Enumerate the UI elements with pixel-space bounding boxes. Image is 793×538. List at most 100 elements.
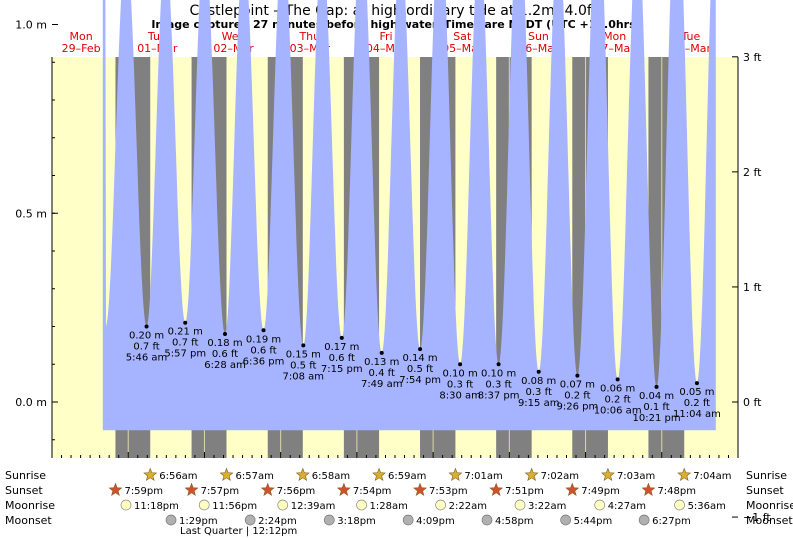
moonrise-icon bbox=[120, 499, 132, 511]
low-tide-label: 0.15 m bbox=[286, 349, 321, 360]
sunset-icon bbox=[336, 482, 351, 496]
sunrise-icon bbox=[372, 467, 386, 481]
low-tide-label: 7:49 am bbox=[361, 379, 403, 390]
low-tide-label: 8:30 am bbox=[439, 390, 481, 401]
moonset-time: 5:44pm bbox=[574, 516, 613, 527]
low-tide-point bbox=[261, 328, 266, 333]
moonrise-time: 11:56pm bbox=[212, 501, 257, 512]
low-tide-label: 0.3 ft bbox=[526, 387, 552, 398]
low-tide-point bbox=[694, 381, 699, 386]
left-tick-label: 0.0 m bbox=[15, 396, 47, 409]
low-tide-label: 7:15 pm bbox=[321, 364, 363, 375]
moonrise-icon bbox=[277, 499, 289, 511]
sunrise-time: 7:01am bbox=[464, 471, 502, 482]
moonset-icon bbox=[244, 514, 256, 526]
sunrise-time: 7:02am bbox=[541, 471, 579, 482]
moonset-time: 4:09pm bbox=[416, 516, 455, 527]
sunrise-time: 7:04am bbox=[693, 471, 731, 482]
sunset-icon bbox=[260, 482, 275, 496]
moonrise-icon bbox=[514, 499, 526, 511]
day-weekday-label: Fri bbox=[379, 30, 392, 43]
left-tick-label: 1.0 m bbox=[15, 19, 47, 32]
moonrise-icon bbox=[674, 499, 685, 511]
low-tide-label: 0.3 ft bbox=[447, 379, 473, 390]
moonset-icon bbox=[638, 514, 650, 526]
low-tide-label: 5:57 pm bbox=[164, 349, 206, 360]
low-tide-label: 0.21 m bbox=[168, 327, 203, 338]
sunset-icon bbox=[184, 482, 199, 496]
sun-moon-table: Sunrise Sunrise Sunset Sunset Moonrise Moonri… bbox=[5, 467, 793, 537]
low-tide-label: 0.7 ft bbox=[172, 338, 198, 349]
low-tide-label: 10:21 pm bbox=[632, 413, 680, 424]
row-label-sunset-right: Sunset bbox=[746, 484, 784, 497]
moonrise-time: 1:28am bbox=[370, 501, 408, 512]
low-tide-label: 0.5 ft bbox=[290, 360, 316, 371]
day-weekday-label: Mon bbox=[70, 30, 93, 43]
low-tide-label: 0.4 ft bbox=[369, 368, 395, 379]
day-date-label: 06–Mar bbox=[518, 42, 559, 55]
row-label-sunrise-left: Sunrise bbox=[5, 469, 46, 482]
low-tide-label: 0.08 m bbox=[521, 376, 556, 387]
tide-curve bbox=[102, 0, 716, 431]
low-tide-point bbox=[339, 335, 344, 340]
low-tide-label: 10:06 am bbox=[594, 405, 642, 416]
sunrise-icon bbox=[524, 467, 539, 481]
day-weekday-label: Sun bbox=[528, 30, 549, 43]
sunrise-time: 6:57am bbox=[236, 471, 274, 482]
low-tide-label: 0.1 ft bbox=[643, 402, 669, 413]
low-tide-label: 0.2 ft bbox=[564, 391, 590, 402]
sunset-icon bbox=[489, 482, 504, 496]
low-tide-label: 0.19 m bbox=[246, 334, 281, 345]
low-tide-label: 0.06 m bbox=[600, 383, 635, 394]
low-tide-label: 0.18 m bbox=[207, 338, 242, 349]
right-tick-label: 1 ft bbox=[743, 281, 762, 294]
low-tide-label: 0.13 m bbox=[364, 357, 399, 368]
row-label-moonrise-left: Moonrise bbox=[5, 499, 55, 512]
moonset-icon bbox=[481, 514, 493, 526]
low-tide-point bbox=[183, 320, 188, 325]
sunset-time: 7:48pm bbox=[657, 486, 696, 497]
moonset-icon bbox=[323, 514, 335, 526]
row-label-sunset-left: Sunset bbox=[5, 484, 43, 497]
sunset-time: 7:51pm bbox=[505, 486, 544, 497]
sunset-icon bbox=[413, 482, 427, 496]
sunrise-time: 6:59am bbox=[388, 471, 426, 482]
low-tide-point bbox=[222, 332, 227, 337]
moonrise-time: 4:27am bbox=[608, 501, 646, 512]
low-tide-label: 0.6 ft bbox=[329, 353, 355, 364]
sunset-time: 7:56pm bbox=[277, 486, 316, 497]
low-tide-label: 0.17 m bbox=[324, 342, 359, 353]
right-tick-label: 3 ft bbox=[743, 51, 762, 64]
low-tide-point bbox=[615, 377, 620, 382]
sunrise-time: 7:03am bbox=[617, 471, 655, 482]
moonrise-time: 2:22am bbox=[449, 501, 487, 512]
moonrise-time: 12:39am bbox=[291, 501, 336, 512]
sunrise-icon bbox=[143, 467, 158, 481]
sunrise-icon bbox=[677, 467, 692, 481]
low-tide-label: 0.05 m bbox=[679, 387, 714, 398]
row-label-sunrise-right: Sunrise bbox=[746, 469, 787, 482]
row-label-moonset-left: Moonset bbox=[5, 514, 52, 527]
low-tide-label: 0.04 m bbox=[639, 391, 674, 402]
low-tide-point bbox=[144, 324, 149, 329]
sunrise-time: 6:58am bbox=[312, 471, 350, 482]
moonrise-icon bbox=[594, 499, 606, 511]
low-tide-label: 5:46 am bbox=[126, 353, 168, 364]
moonrise-icon bbox=[435, 499, 446, 511]
moonset-time: 6:27pm bbox=[652, 516, 691, 527]
low-tide-label: 0.10 m bbox=[443, 368, 478, 379]
sunrise-icon bbox=[601, 467, 615, 481]
moonset-icon bbox=[402, 514, 414, 526]
low-tide-label: 7:54 pm bbox=[399, 375, 441, 386]
sunset-icon bbox=[108, 482, 123, 496]
low-tide-label: 0.2 ft bbox=[604, 394, 630, 405]
moonrise-time: 5:36am bbox=[688, 501, 726, 512]
axes: 0.0 m0.5 m1.0 m1.5 m−1 ft0 ft1 ft2 ft3 f… bbox=[15, 19, 771, 525]
low-tide-point bbox=[575, 373, 580, 378]
low-tide-point bbox=[536, 369, 541, 374]
low-tide-label: 0.07 m bbox=[560, 380, 595, 391]
day-weekday-label: Tue bbox=[680, 30, 700, 43]
moon-phase-label: Last Quarter | 12:12pm bbox=[180, 526, 297, 537]
low-tide-point bbox=[496, 362, 501, 367]
